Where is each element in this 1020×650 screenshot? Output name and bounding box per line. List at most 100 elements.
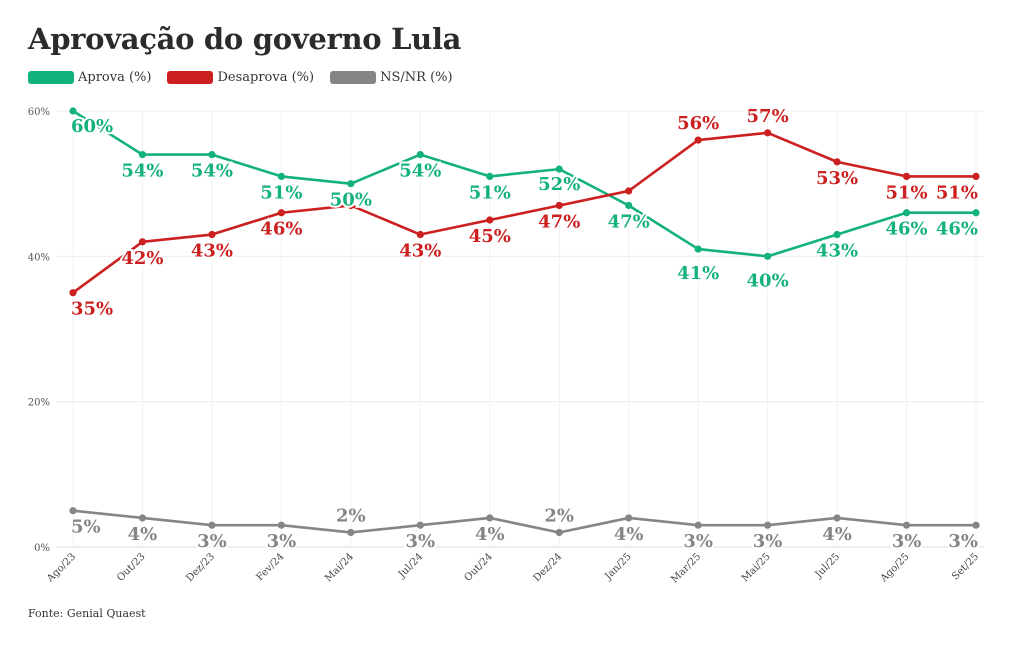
data-label-desaprova: 43% [399, 241, 441, 262]
data-label-nsnr: 3% [753, 531, 783, 552]
data-point-nsnr [138, 514, 147, 522]
x-tick-label: Fev/24 [255, 551, 287, 583]
data-label-desaprova: 45% [469, 226, 511, 247]
data-label-desaprova: 35% [71, 299, 113, 320]
legend-item-aprova: Aprova (%) [28, 70, 151, 85]
series-line-aprova [72, 109, 976, 258]
data-point-desaprova [277, 209, 285, 217]
x-tick-label: Set/25 [950, 551, 981, 582]
y-tick-label: 0% [34, 543, 50, 554]
data-label-aprova: 46% [885, 219, 927, 240]
data-point-desaprova [69, 289, 77, 297]
legend-item-nsnr: NS/NR (%) [330, 70, 453, 85]
data-label-aprova: 52% [538, 174, 580, 195]
data-label-nsnr: 4% [614, 524, 644, 545]
data-point-nsnr [625, 514, 633, 522]
data-point-aprova [902, 209, 911, 217]
data-point-aprova [486, 172, 494, 180]
series-line-desaprova [72, 131, 976, 294]
legend-label-aprova: Aprova (%) [78, 70, 152, 85]
data-point-desaprova [555, 201, 563, 210]
data-label-aprova: 51% [260, 182, 302, 203]
data-point-desaprova [138, 238, 147, 246]
data-label-nsnr: 3% [197, 531, 227, 552]
source-note: Fonte: Genial Quaest [28, 607, 146, 620]
data-point-nsnr [972, 521, 980, 529]
legend-swatch-nsnr [330, 71, 377, 84]
y-tick-label: 60% [28, 107, 50, 118]
x-tick-label: Out/24 [463, 551, 495, 583]
data-point-desaprova [972, 172, 980, 180]
data-label-nsnr: 3% [892, 531, 922, 552]
data-point-aprova [347, 180, 355, 188]
data-point-desaprova [764, 129, 772, 137]
data-label-nsnr: 4% [822, 524, 852, 545]
data-point-nsnr [347, 528, 355, 537]
data-label-nsnr: 5% [71, 517, 101, 538]
legend-item-desaprova: Desaprova (%) [167, 70, 314, 85]
data-point-desaprova [833, 158, 841, 166]
data-point-aprova [972, 209, 980, 217]
x-tick-label: Out/23 [115, 551, 147, 583]
chart-legend: Aprova (%) Desaprova (%) NS/NR (%) [28, 70, 459, 85]
data-point-nsnr [833, 514, 841, 522]
data-point-desaprova [902, 172, 911, 180]
data-point-desaprova [625, 187, 633, 195]
data-point-desaprova [347, 201, 355, 210]
data-point-nsnr [486, 514, 494, 522]
data-point-nsnr [69, 507, 77, 515]
x-tick-label: Mai/24 [323, 551, 356, 584]
data-label-desaprova: 42% [121, 248, 163, 269]
data-label-nsnr: 3% [405, 531, 435, 552]
data-label-aprova: 54% [121, 161, 163, 182]
data-point-aprova [208, 151, 216, 159]
data-point-nsnr [555, 528, 563, 537]
data-point-nsnr [416, 521, 424, 529]
data-label-nsnr: 3% [948, 531, 978, 552]
data-label-desaprova: 57% [747, 106, 789, 127]
x-tick-label: Ago/25 [878, 551, 912, 585]
data-label-desaprova: 46% [260, 219, 302, 240]
data-point-desaprova [486, 216, 494, 224]
data-point-aprova [416, 151, 424, 159]
x-tick-label: Dez/23 [184, 551, 217, 584]
data-label-aprova: 50% [330, 190, 372, 211]
legend-label-desaprova: Desaprova (%) [217, 70, 315, 85]
data-label-aprova: 54% [191, 161, 233, 182]
data-point-desaprova [416, 230, 424, 239]
data-point-aprova [138, 151, 147, 159]
data-label-desaprova: 53% [816, 168, 858, 189]
x-tick-label: Dez/24 [532, 551, 565, 584]
data-label-aprova: 46% [936, 219, 978, 240]
data-label-desaprova: 47% [538, 211, 580, 232]
data-point-nsnr [902, 521, 911, 529]
data-label-nsnr: 4% [128, 524, 158, 545]
data-label-desaprova: 51% [936, 182, 978, 203]
data-point-aprova [69, 107, 77, 115]
data-point-nsnr [208, 521, 216, 529]
data-label-nsnr: 2% [336, 505, 366, 526]
legend-label-nsnr: NS/NR (%) [380, 70, 453, 85]
x-tick-label: Ago/23 [44, 551, 78, 585]
data-label-desaprova: 51% [885, 182, 927, 203]
data-point-desaprova [208, 230, 216, 239]
data-point-nsnr [277, 521, 285, 529]
data-point-aprova [625, 201, 633, 210]
legend-swatch-aprova [28, 71, 74, 84]
data-label-aprova: 41% [677, 263, 719, 284]
y-tick-label: 40% [28, 252, 50, 263]
data-point-nsnr [694, 521, 702, 529]
chart-title: Aprovação do governo Lula [28, 22, 462, 56]
x-tick-label: Jul/25 [813, 551, 843, 581]
data-label-aprova: 40% [747, 270, 789, 291]
data-label-aprova: 51% [469, 182, 511, 203]
x-tick-label: Mar/25 [669, 551, 703, 585]
data-label-aprova: 54% [399, 161, 441, 182]
data-label-nsnr: 2% [544, 505, 574, 526]
data-label-aprova: 43% [816, 241, 858, 262]
series-line-nsnr [72, 509, 976, 534]
data-point-aprova [764, 252, 772, 260]
y-tick-label: 20% [28, 398, 50, 409]
x-tick-label: Jan/25 [602, 551, 633, 582]
